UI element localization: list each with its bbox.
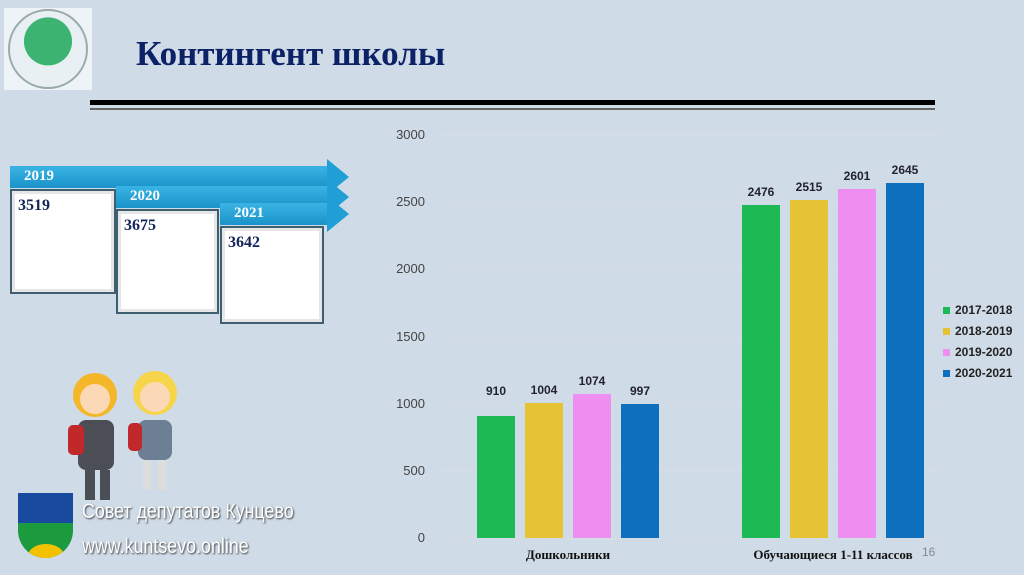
year-banner: 2021 [220,203,327,225]
legend-swatch [943,327,950,335]
bar-2019-2020 [838,188,876,538]
arrow-icon [327,196,349,232]
gridline [440,269,940,271]
data-label: 997 [629,384,651,399]
y-tick-label: 1000 [396,395,425,411]
year-banner: 2020 [116,186,327,208]
kuntsevo-emblem [18,493,73,558]
y-tick-label: 1500 [396,328,425,344]
legend-label: 2018-2019 [955,324,1013,338]
school-logo [4,8,92,90]
data-label: 1004 [530,383,558,398]
gridline [440,202,940,204]
bar-2019-2020 [573,393,611,538]
logo-emblem [8,9,88,89]
gridline [440,135,940,136]
data-label: 2476 [747,185,775,200]
y-tick-label: 0 [417,530,425,545]
year-banner: 2019 [10,166,327,188]
data-label: 1074 [578,373,606,388]
page-title: Контингент школы [136,34,446,73]
divider [90,100,935,105]
bar-2018-2019 [525,403,563,538]
y-tick-label: 500 [403,462,425,478]
bar-2020-2021 [621,404,659,538]
bar-2020-2021 [886,182,924,538]
y-tick-label: 2000 [396,261,425,277]
legend-item: 2019-2020 [943,345,1012,359]
slide-number: 16 [922,545,936,559]
legend-item: 2017-2018 [943,303,1012,317]
children-illustration [68,371,177,500]
year-value: 3675 [116,209,219,314]
legend-item: 2018-2019 [943,324,1012,338]
data-label: 910 [485,383,507,398]
data-label: 2645 [891,162,919,177]
data-label: 2601 [843,168,871,183]
y-tick-label: 3000 [396,127,425,142]
legend-label: 2019-2020 [955,345,1013,359]
legend-item: 2020-2021 [943,366,1012,380]
divider [90,108,935,110]
year-label: 2021 [234,205,264,221]
legend-swatch [943,348,950,356]
y-tick-label: 2500 [396,194,425,210]
year-value: 3642 [220,226,324,324]
gridline [440,403,940,405]
year-label: 2020 [130,188,160,204]
gridline [440,470,940,472]
x-category-label: Обучающиеся 1-11 классов [753,547,913,562]
legend-swatch [943,306,950,314]
gridline [440,538,940,539]
watermark-title: Совет депутатов Кунцево [82,500,294,523]
bar-2017-2018 [742,205,780,538]
legend-label: 2020-2021 [955,366,1013,380]
legend-label: 2017-2018 [955,303,1013,317]
bar-2018-2019 [790,200,828,538]
year-label: 2019 [24,168,54,184]
gridline [440,336,940,338]
year-value: 3519 [10,189,116,294]
watermark-url: www.kuntsevo.online [82,535,249,558]
bar-2017-2018 [477,415,515,538]
x-category-label: Дошкольники [525,547,611,562]
legend-swatch [943,369,950,377]
data-label: 2515 [795,180,823,195]
